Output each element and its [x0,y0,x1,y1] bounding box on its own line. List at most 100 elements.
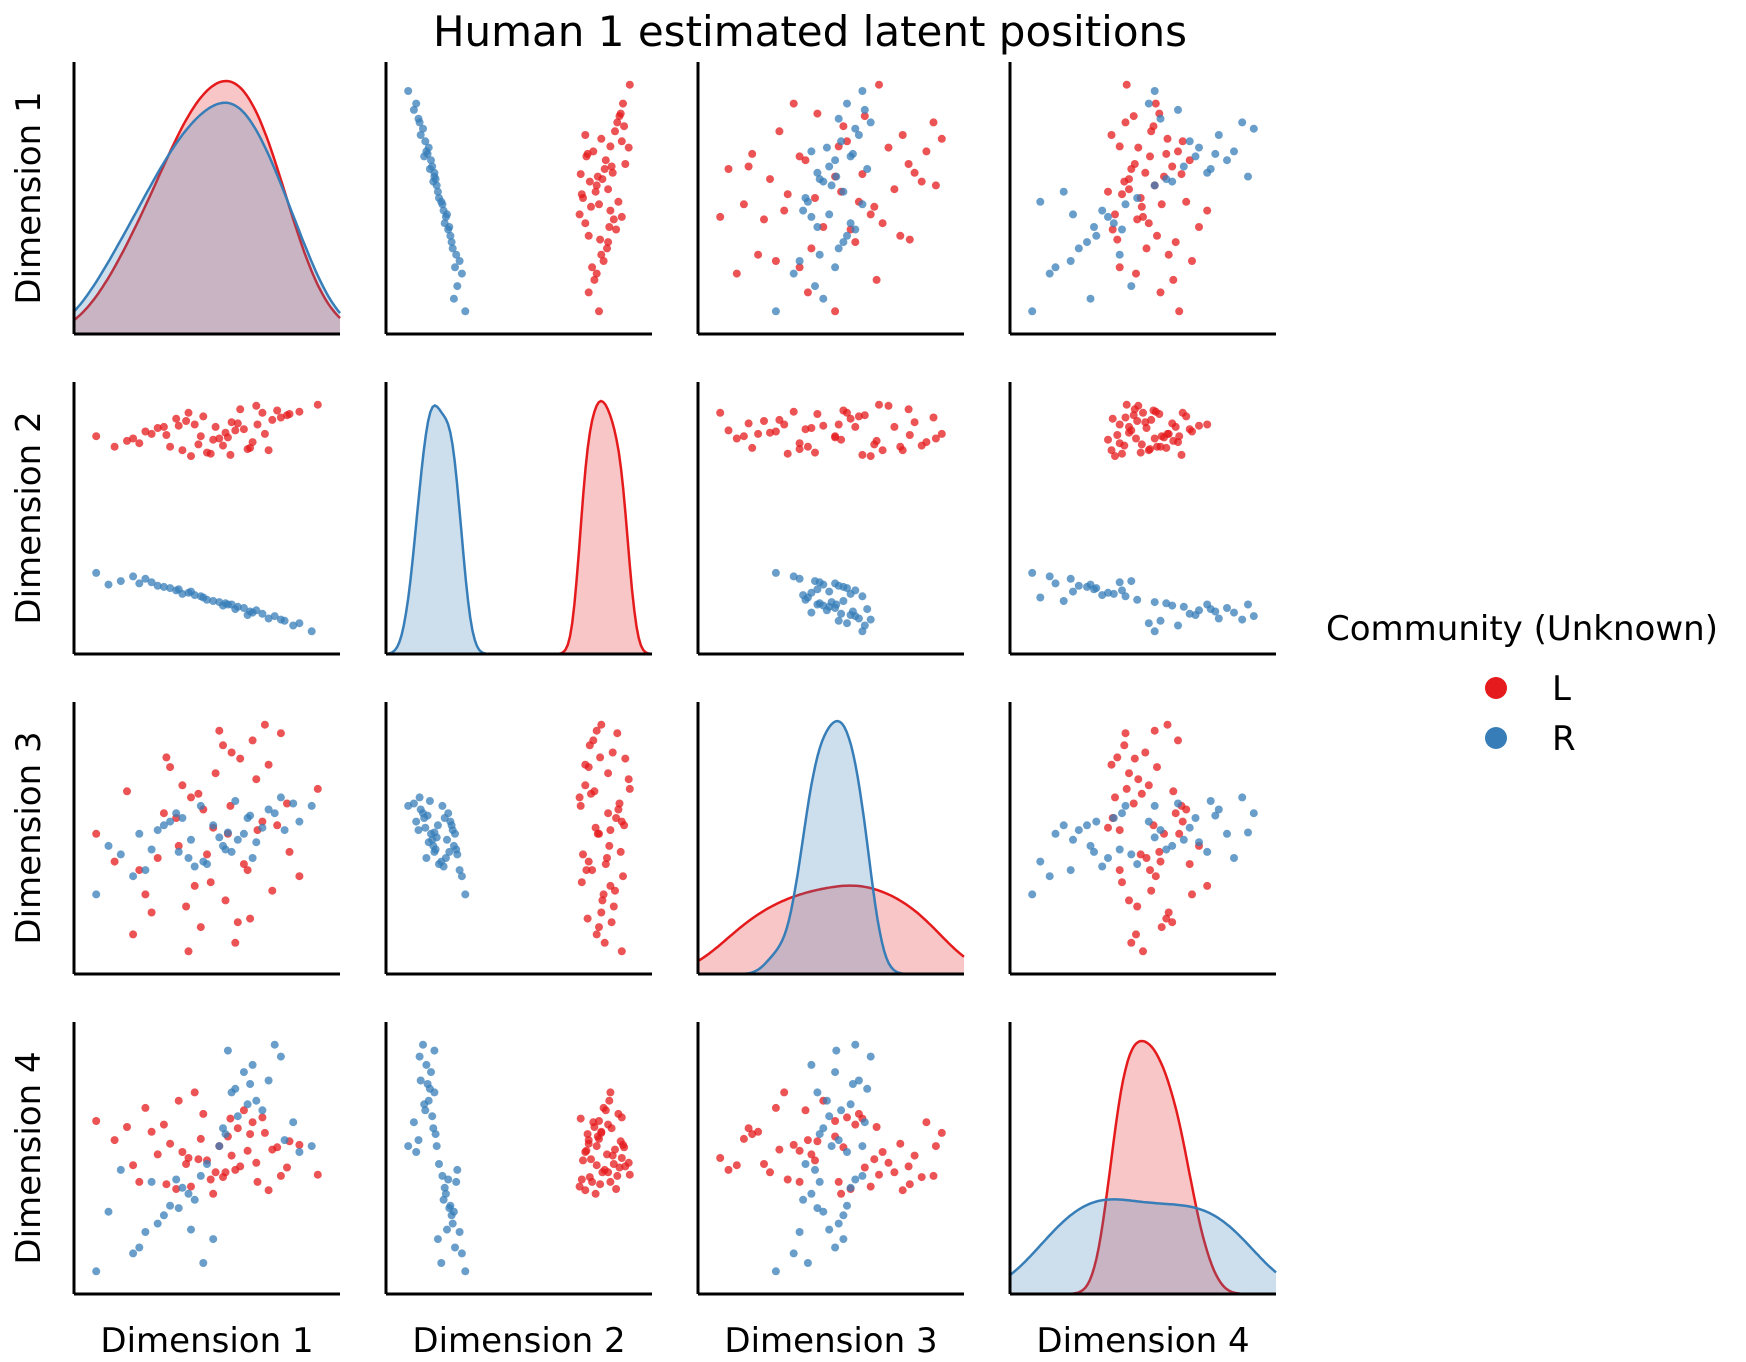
point-L-0 [831,307,840,316]
point-L-8 [766,175,774,184]
point-L-47 [1122,80,1131,89]
point-L-21 [252,1158,261,1167]
point-R-24 [412,817,421,826]
point-L-32 [248,438,257,447]
point-R-10 [289,799,298,808]
point-L-30 [223,433,232,442]
point-R-37 [461,307,470,316]
point-R-3 [276,793,285,802]
point-L-40 [890,185,899,194]
point-L-49 [606,1177,615,1186]
point-L-1 [904,405,913,414]
point-L-4 [579,850,587,859]
panel-r2-c3 [696,382,964,656]
point-L-38 [813,1137,822,1146]
point-R-26 [422,854,431,862]
point-L-36 [233,1124,242,1133]
point-L-10 [843,1113,851,1122]
point-R-6 [837,609,846,618]
point-L-31 [760,417,768,425]
point-L-36 [233,419,242,428]
point-R-22 [190,1195,199,1204]
point-L-13 [1157,200,1166,209]
point-L-31 [609,215,618,224]
point-L-12 [910,1151,919,1160]
point-L-9 [581,219,590,228]
point-L-49 [834,420,843,429]
point-L-3 [931,434,940,443]
point-L-2 [606,206,615,215]
point-L-30 [593,172,602,181]
point-R-10 [1174,105,1182,114]
point-L-40 [1125,769,1133,778]
point-R-36 [307,627,316,636]
point-L-31 [609,902,618,911]
point-L-41 [795,1146,804,1155]
point-R-25 [135,1243,144,1252]
point-R-28 [429,841,438,850]
panel-r1-c2 [384,62,652,336]
point-R-36 [404,87,413,95]
point-R-33 [1115,250,1124,259]
point-L-44 [1132,269,1140,278]
point-L-24 [789,1140,798,1149]
point-L-0 [92,829,101,838]
point-R-29 [159,1211,168,1220]
point-R-2 [441,1189,450,1198]
point-L-45 [576,1114,585,1123]
point-L-37 [1137,789,1146,798]
point-L-48 [110,857,119,866]
point-L-19 [209,1189,218,1198]
point-L-3 [931,1142,940,1151]
point-L-37 [194,440,203,449]
point-L-11 [1115,263,1124,272]
point-L-7 [159,1120,168,1129]
point-L-38 [285,410,294,418]
point-L-23 [585,177,594,186]
point-R-22 [190,862,199,871]
point-L-19 [1104,823,1112,832]
point-L-43 [260,429,269,438]
point-R-34 [1191,152,1200,161]
point-R-33 [1115,845,1124,854]
point-L-11 [795,439,804,448]
point-L-33 [783,190,792,199]
point-L-46 [184,408,193,417]
point-R-32 [425,797,434,805]
point-L-44 [732,434,741,443]
kde-fill-L [386,401,652,654]
point-L-15 [166,1139,175,1148]
point-L-5 [613,729,622,738]
point-R-14 [270,1040,279,1049]
point-R-30 [414,826,423,835]
point-R-22 [1098,591,1107,600]
point-R-19 [1059,821,1068,830]
point-L-15 [1153,231,1161,240]
point-R-12 [427,156,435,165]
point-L-35 [905,431,914,439]
point-L-14 [1129,799,1138,808]
kde-fill-R [698,721,964,974]
point-R-33 [452,845,461,854]
point-L-7 [604,238,613,247]
point-L-1 [1130,754,1139,763]
point-L-41 [243,1146,252,1155]
point-R-36 [858,87,867,95]
point-R-17 [178,814,187,822]
point-R-21 [416,805,425,814]
point-L-38 [616,847,625,856]
point-R-13 [203,1160,211,1168]
point-R-6 [421,823,430,832]
point-L-0 [831,1117,840,1125]
point-R-34 [420,1100,429,1109]
point-R-31 [199,857,208,866]
point-L-24 [789,99,798,108]
point-L-24 [1151,872,1160,881]
point-L-15 [166,442,175,451]
point-R-12 [1223,829,1231,838]
point-L-26 [600,165,609,173]
point-L-2 [780,1088,789,1097]
point-R-38 [430,1046,439,1055]
point-L-12 [910,168,919,177]
point-R-33 [147,845,156,854]
